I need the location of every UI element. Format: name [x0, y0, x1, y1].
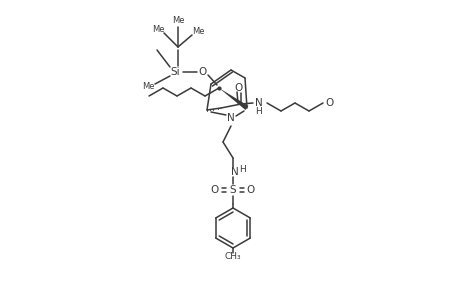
Text: Me: Me [171, 16, 184, 25]
Text: CH₃: CH₃ [224, 253, 241, 262]
Polygon shape [218, 88, 248, 110]
Text: O: O [325, 98, 333, 108]
Text: Me: Me [191, 26, 204, 35]
Text: H: H [255, 107, 262, 116]
Text: N: N [230, 167, 238, 177]
Text: O: O [246, 185, 255, 195]
Text: O: O [210, 185, 218, 195]
Text: Si: Si [170, 67, 179, 77]
Text: H: H [239, 164, 246, 173]
Text: S: S [229, 185, 236, 195]
Text: O: O [235, 83, 243, 93]
Text: Me: Me [141, 82, 154, 91]
Text: N: N [255, 98, 262, 108]
Text: Me: Me [151, 25, 164, 34]
Text: O: O [198, 67, 207, 77]
Text: N: N [227, 113, 235, 123]
